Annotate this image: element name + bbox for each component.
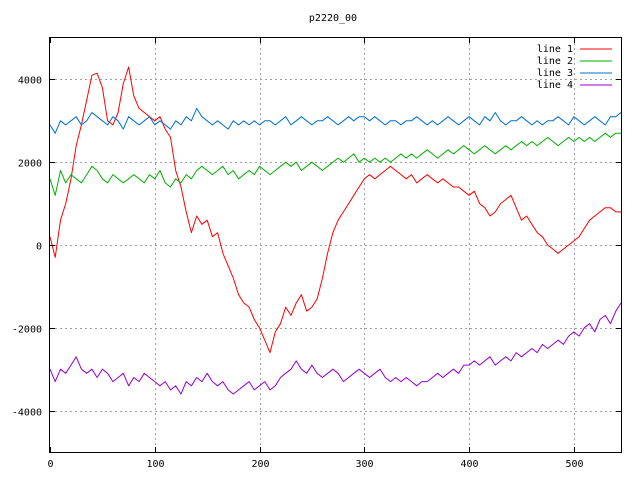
- plot-frame: [49, 37, 622, 453]
- y-tick-label: 2000: [18, 159, 42, 170]
- y-tick-label: 0: [36, 242, 42, 253]
- x-tick-label: 100: [146, 459, 164, 470]
- x-tick-label: 200: [251, 459, 269, 470]
- x-tick-label: 500: [565, 459, 583, 470]
- legend-label-4: line 4: [537, 80, 573, 91]
- x-tick-label: 300: [355, 459, 373, 470]
- series-line-1: [49, 66, 621, 354]
- x-tick-label: 0: [47, 459, 53, 470]
- grid: [50, 38, 621, 452]
- series-lines: [49, 66, 622, 395]
- series-line-3: [49, 107, 622, 134]
- series-line-2: [49, 132, 621, 196]
- y-tick-label: -2000: [12, 325, 42, 336]
- y-tick-label: 4000: [18, 76, 42, 87]
- legend-label-2: line 2: [537, 56, 573, 67]
- axis-ticks: 0 100 200 300 400 500 -4000 -2000 0 2000 4000: [12, 38, 621, 470]
- x-tick-label: 400: [460, 459, 478, 470]
- series-line-4: [49, 302, 622, 395]
- y-tick-label: -4000: [12, 408, 42, 419]
- legend-label-3: line 3: [537, 68, 573, 79]
- legend-label-1: line 1: [537, 44, 573, 55]
- chart-title: p2220_00: [309, 13, 357, 24]
